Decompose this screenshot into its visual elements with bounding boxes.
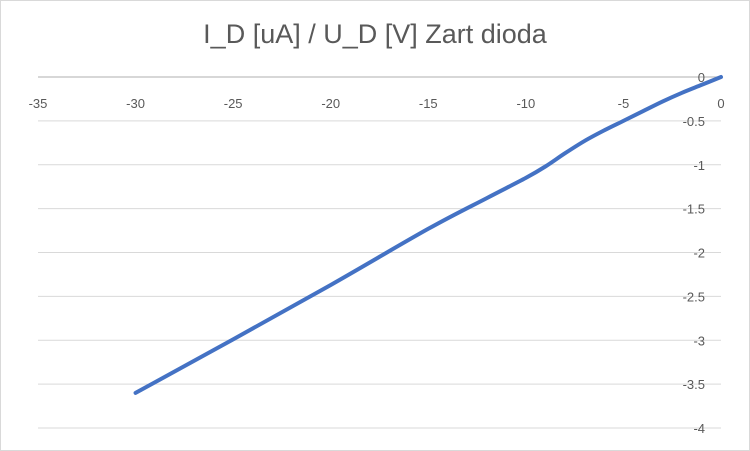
y-tick-label: -3.5 [683,377,705,392]
y-tick-label: -0.5 [683,114,705,129]
y-tick-label: -3 [693,333,705,348]
x-tick-label: -25 [224,96,243,111]
series-line [133,75,723,395]
y-tick-label: 0 [698,70,705,85]
x-tick-label: 0 [717,96,724,111]
x-tick-label: -10 [516,96,535,111]
x-tick-label: -15 [419,96,438,111]
x-tick-label: -5 [618,96,630,111]
chart-title: I_D [uA] / U_D [V] Zart dioda [203,19,547,49]
y-tick-label: -2.5 [683,289,705,304]
x-tick-label: -30 [126,96,145,111]
y-tick-label: -1 [693,158,705,173]
x-tick-label: -35 [29,96,48,111]
y-tick-label: -2 [693,246,705,261]
y-tick-label: -4 [693,421,705,436]
x-tick-label: -20 [321,96,340,111]
y-tick-label: -1.5 [683,202,705,217]
